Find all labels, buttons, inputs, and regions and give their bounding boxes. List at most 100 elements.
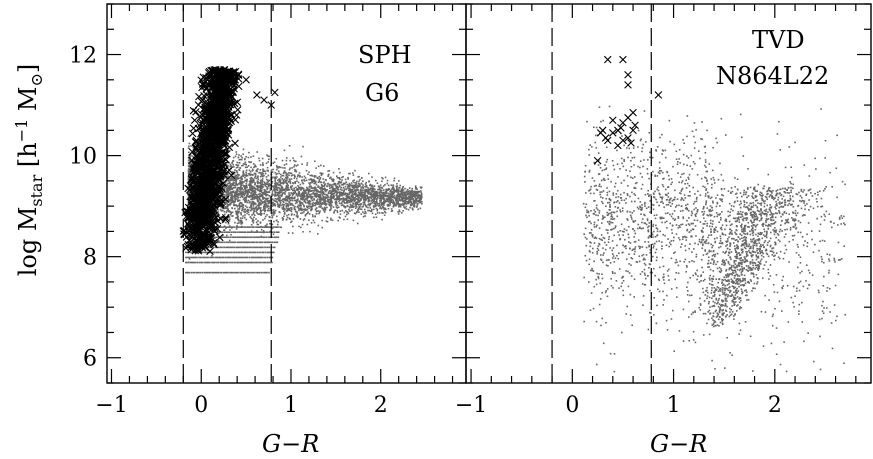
- data-point: [299, 195, 301, 197]
- data-point: [246, 210, 249, 213]
- data-point: [370, 187, 373, 190]
- data-point: [352, 206, 355, 209]
- data-point: [258, 193, 260, 196]
- data-point: [234, 155, 237, 158]
- data-point: [330, 202, 332, 205]
- data-point: [306, 164, 308, 166]
- data-point: [295, 194, 298, 196]
- data-point: [224, 186, 226, 188]
- data-point: [324, 189, 326, 191]
- data-point: [271, 201, 274, 204]
- data-point: [244, 179, 246, 182]
- data-point: [221, 197, 224, 199]
- data-point: [236, 216, 239, 219]
- data-point: [242, 164, 244, 167]
- data-point: [257, 207, 260, 209]
- data-point: [295, 169, 297, 172]
- data-point: [261, 191, 263, 194]
- data-point: [348, 185, 351, 188]
- data-point: [191, 155, 194, 158]
- data-point: [347, 212, 350, 215]
- data-point: [331, 179, 334, 182]
- data-point: [239, 217, 242, 219]
- data-point: [390, 192, 393, 194]
- data-point: [226, 202, 228, 205]
- data-point: [242, 198, 245, 201]
- data-point: [291, 204, 294, 206]
- data-point: [243, 181, 245, 183]
- data-point: [291, 174, 294, 176]
- data-point: [230, 196, 232, 198]
- data-point: [372, 188, 374, 191]
- data-point: [271, 182, 273, 185]
- data-point: [337, 182, 340, 185]
- data-point: [397, 189, 400, 192]
- data-point: [232, 163, 234, 166]
- data-point: [248, 213, 250, 216]
- data-point: [245, 155, 248, 158]
- data-point: [265, 193, 268, 195]
- data-point: [321, 172, 324, 175]
- data-point: [303, 178, 305, 181]
- data-point: [381, 218, 383, 221]
- data-point: [249, 182, 251, 185]
- data-point: [285, 218, 288, 221]
- data-point: [277, 221, 279, 223]
- data-point: [415, 206, 418, 208]
- data-point: [296, 195, 299, 198]
- data-point: [254, 195, 256, 197]
- data-point: [219, 208, 222, 211]
- data-point: [404, 187, 406, 190]
- data-point: [242, 162, 245, 165]
- data-point: [402, 200, 405, 203]
- data-point: [333, 189, 336, 191]
- data-point: [252, 193, 255, 196]
- data-point: [251, 195, 254, 197]
- data-point: [351, 198, 354, 201]
- data-point: [260, 214, 262, 217]
- data-point: [297, 187, 300, 190]
- data-point: [225, 227, 227, 229]
- data-point: [346, 197, 348, 199]
- data-point: [235, 193, 238, 195]
- data-point: [392, 188, 395, 191]
- data-point: [313, 198, 315, 201]
- data-point: [336, 209, 338, 212]
- data-point: [251, 189, 253, 192]
- data-point: [301, 197, 304, 200]
- data-point: [262, 186, 264, 188]
- data-point: [239, 181, 241, 184]
- data-point: [283, 149, 286, 152]
- data-point: [271, 214, 273, 216]
- data-point: [256, 170, 258, 173]
- data-point: [320, 205, 322, 207]
- data-point: [362, 186, 364, 188]
- data-point: [274, 180, 277, 183]
- data-point: [242, 175, 244, 178]
- data-point: [234, 174, 237, 177]
- data-point: [288, 192, 290, 194]
- data-point: [375, 179, 377, 182]
- data-point: [270, 169, 273, 171]
- data-point: [358, 201, 361, 203]
- data-point: [405, 195, 407, 197]
- data-point: [261, 182, 264, 184]
- data-point: [374, 201, 376, 203]
- data-point: [411, 195, 413, 198]
- data-point: [250, 205, 252, 208]
- data-point: [323, 185, 325, 187]
- data-point: [339, 178, 341, 181]
- data-point: [296, 206, 299, 208]
- data-point: [260, 189, 263, 192]
- data-point: [258, 201, 261, 204]
- data-point: [299, 204, 301, 207]
- data-point: [281, 217, 284, 219]
- data-point: [272, 210, 275, 213]
- data-point: [226, 175, 229, 178]
- data-point: [321, 185, 324, 188]
- data-point: [367, 193, 370, 195]
- data-point: [294, 199, 297, 202]
- data-point: [228, 218, 231, 220]
- data-point: [188, 197, 191, 200]
- data-point: [229, 179, 231, 182]
